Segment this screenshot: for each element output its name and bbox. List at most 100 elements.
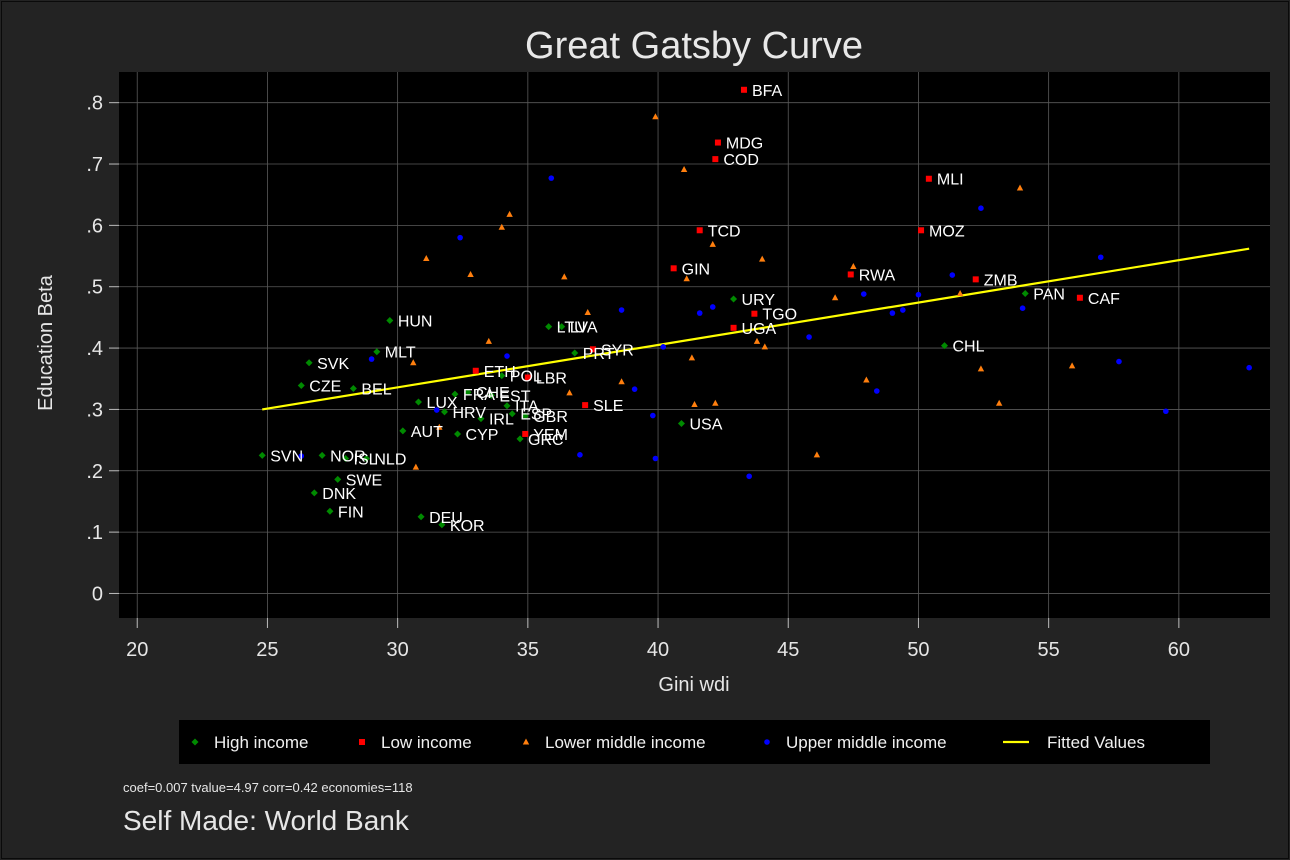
point-label: DEU (429, 510, 463, 527)
point-label: CHL (952, 339, 984, 356)
gridlines (119, 72, 1270, 618)
low-income-point (712, 156, 719, 163)
point-label: LBR (536, 371, 567, 388)
x-tick-label: 25 (256, 639, 278, 661)
lower-middle-income-point (566, 389, 573, 396)
x-tick-label: 35 (517, 639, 539, 661)
low-income-point (670, 265, 677, 272)
point-label: URY (742, 292, 776, 309)
point-label: POL (510, 369, 542, 386)
point-label: ESP (520, 407, 552, 424)
high-income-point (349, 385, 357, 393)
high-income-point (516, 435, 524, 443)
upper-middle-income-point (660, 344, 667, 350)
point-label: TCD (708, 223, 741, 240)
y-axis-ticks: 0 .1 .2 .3 .4 .5 .6 .7 .8 (86, 93, 119, 605)
point-label: CAF (1088, 291, 1120, 308)
high-income-point (521, 412, 529, 420)
point-label: NOR (330, 448, 366, 465)
high-income-point (677, 420, 685, 428)
point-label: BEL (361, 382, 391, 399)
y-tick-label: .6 (86, 215, 103, 237)
point-label: RWA (859, 267, 896, 284)
lower-middle-income-point (688, 354, 696, 361)
point-label: NLD (374, 451, 406, 468)
lower-middle-income-point (977, 365, 985, 372)
lower-middle-income-point (1068, 362, 1076, 369)
lower-middle-income-point (759, 255, 766, 262)
high-income-point (477, 415, 485, 423)
high-income-point (373, 348, 381, 356)
point-label: AUT (411, 424, 443, 441)
lower-middle-income-point (618, 378, 625, 385)
legend-marker (764, 739, 770, 745)
legend-items: High income Low income Lower middle income… (191, 733, 1145, 752)
y-tick-label: .7 (86, 154, 103, 176)
lower-middle-income-point (506, 210, 513, 217)
point-label: SLE (593, 398, 623, 415)
high-income-point (258, 451, 266, 459)
high-income-point (438, 521, 446, 529)
lower-middle-income-point (709, 240, 716, 247)
y-tick-label: .2 (86, 461, 103, 483)
point-label: ITA (515, 399, 539, 416)
high-income-point (342, 454, 350, 462)
source-note: Self Made: World Bank (123, 805, 410, 836)
legend-box (179, 720, 1210, 764)
point-label: SVK (317, 356, 349, 373)
low-income-point (696, 227, 703, 234)
y-tick-label: 0 (92, 583, 103, 605)
upper-middle-income-point (652, 455, 659, 462)
lower-middle-income-point (436, 423, 443, 430)
point-label: KOR (450, 518, 485, 535)
lower-middle-income-point (850, 262, 857, 269)
point-label: PRT (583, 346, 615, 363)
point-label: SWE (346, 472, 382, 489)
x-tick-label: 50 (907, 639, 929, 661)
upper-middle-income-point (900, 307, 906, 313)
high-income-point (508, 410, 516, 418)
low-income-point (714, 139, 721, 146)
high-income-point (305, 359, 313, 367)
upper-middle-income-point (1019, 305, 1026, 311)
low-income-point (972, 276, 979, 283)
high-income-point (399, 427, 407, 435)
lower-middle-income-point (467, 270, 474, 277)
point-label: LVA (570, 320, 598, 337)
high-income-point (318, 451, 326, 459)
plot-area (119, 72, 1270, 618)
upper-middle-income-point (1097, 254, 1104, 261)
legend-marker (191, 738, 199, 746)
point-label: LUX (426, 395, 457, 412)
upper-middle-income-point (709, 304, 716, 310)
high-income-point (454, 430, 462, 438)
x-axis-ticks: 20 25 30 35 40 45 50 55 60 (126, 618, 1190, 661)
point-label: CZE (309, 378, 341, 395)
point-label: YEM (533, 427, 568, 444)
point-label: IRL (489, 412, 514, 429)
upper-middle-income-point (650, 412, 656, 419)
lower-middle-income-point (412, 463, 420, 470)
high-income-point (503, 402, 511, 410)
upper-middle-income-point (860, 291, 867, 297)
x-tick-label: 45 (777, 639, 799, 661)
chart-title: Great Gatsby Curve (525, 25, 863, 67)
x-axis-title: Gini wdi (658, 674, 729, 696)
legend: High income Low income Lower middle income… (179, 720, 1210, 764)
legend-marker (522, 738, 530, 745)
point-label: UGA (742, 321, 777, 338)
lower-middle-income-point (956, 289, 964, 296)
fitted-line-layer (262, 247, 1250, 411)
point-label: TGO (762, 307, 797, 324)
point-label: SVN (270, 448, 303, 465)
lower-middle-income-point (498, 223, 505, 230)
low-income-point (918, 227, 925, 234)
upper-middle-income-point (504, 353, 510, 359)
lower-middle-income-point (584, 308, 591, 315)
y-tick-label: .3 (86, 399, 103, 421)
low-income-point (522, 430, 529, 437)
legend-label: Low income (381, 733, 472, 752)
high-income-point (362, 454, 370, 462)
y-tick-label: .1 (86, 522, 103, 544)
